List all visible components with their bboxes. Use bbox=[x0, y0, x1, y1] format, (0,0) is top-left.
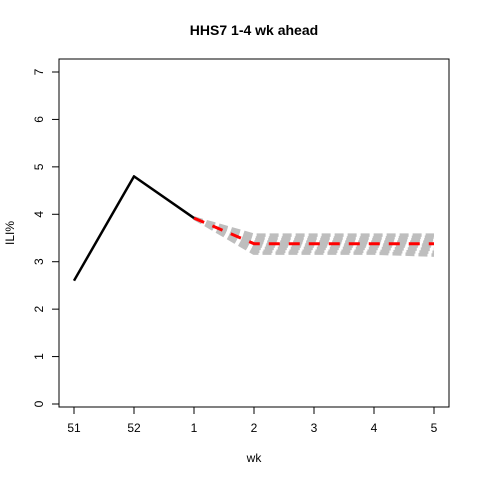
forecast-median bbox=[193, 216, 434, 246]
y-tick-label: 3 bbox=[32, 258, 46, 265]
y-axis: 0 1 2 3 4 5 6 7 bbox=[32, 68, 60, 407]
y-tick-label: 0 bbox=[32, 400, 46, 407]
x-tick-label: 4 bbox=[371, 421, 378, 435]
forecast-sample-line bbox=[193, 216, 435, 257]
forecast-sample-line bbox=[193, 216, 434, 237]
y-axis-label: ILI% bbox=[3, 221, 17, 245]
x-tick-label: 51 bbox=[67, 421, 81, 435]
x-tick-label: 5 bbox=[431, 421, 438, 435]
x-tick-label: 1 bbox=[191, 421, 198, 435]
forecast-samples bbox=[193, 216, 435, 257]
chart-title: HHS7 1-4 wk ahead bbox=[190, 22, 318, 38]
y-tick-label: 7 bbox=[32, 68, 46, 75]
x-axis: 51 52 1 2 3 4 5 bbox=[67, 406, 438, 435]
x-tick-label: 3 bbox=[311, 421, 318, 435]
y-tick-label: 1 bbox=[32, 353, 46, 360]
x-tick-label: 2 bbox=[251, 421, 258, 435]
y-tick-label: 6 bbox=[32, 116, 46, 123]
forecast-median-line bbox=[193, 216, 434, 246]
plot-frame bbox=[58, 58, 450, 408]
x-axis-label: wk bbox=[246, 451, 263, 465]
x-tick-label: 52 bbox=[127, 421, 141, 435]
y-tick-label: 5 bbox=[32, 163, 46, 170]
y-tick-label: 2 bbox=[32, 305, 46, 312]
y-tick-label: 4 bbox=[32, 211, 46, 218]
observed-series bbox=[72, 175, 195, 282]
observed-line bbox=[72, 175, 195, 282]
